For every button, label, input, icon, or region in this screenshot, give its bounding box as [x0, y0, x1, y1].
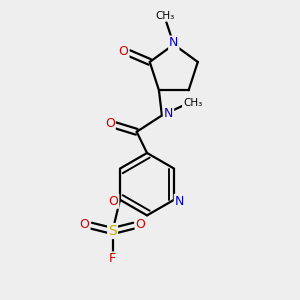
Text: N: N — [169, 37, 178, 50]
Text: N: N — [175, 195, 184, 208]
Text: O: O — [105, 117, 115, 130]
Text: S: S — [108, 224, 117, 238]
Text: CH₃: CH₃ — [155, 11, 175, 21]
Text: CH₃: CH₃ — [183, 98, 202, 108]
Text: O: O — [136, 218, 146, 231]
Text: O: O — [109, 195, 118, 208]
Text: O: O — [80, 218, 90, 231]
Text: F: F — [109, 252, 116, 266]
Text: O: O — [119, 45, 128, 58]
Text: N: N — [164, 107, 173, 121]
